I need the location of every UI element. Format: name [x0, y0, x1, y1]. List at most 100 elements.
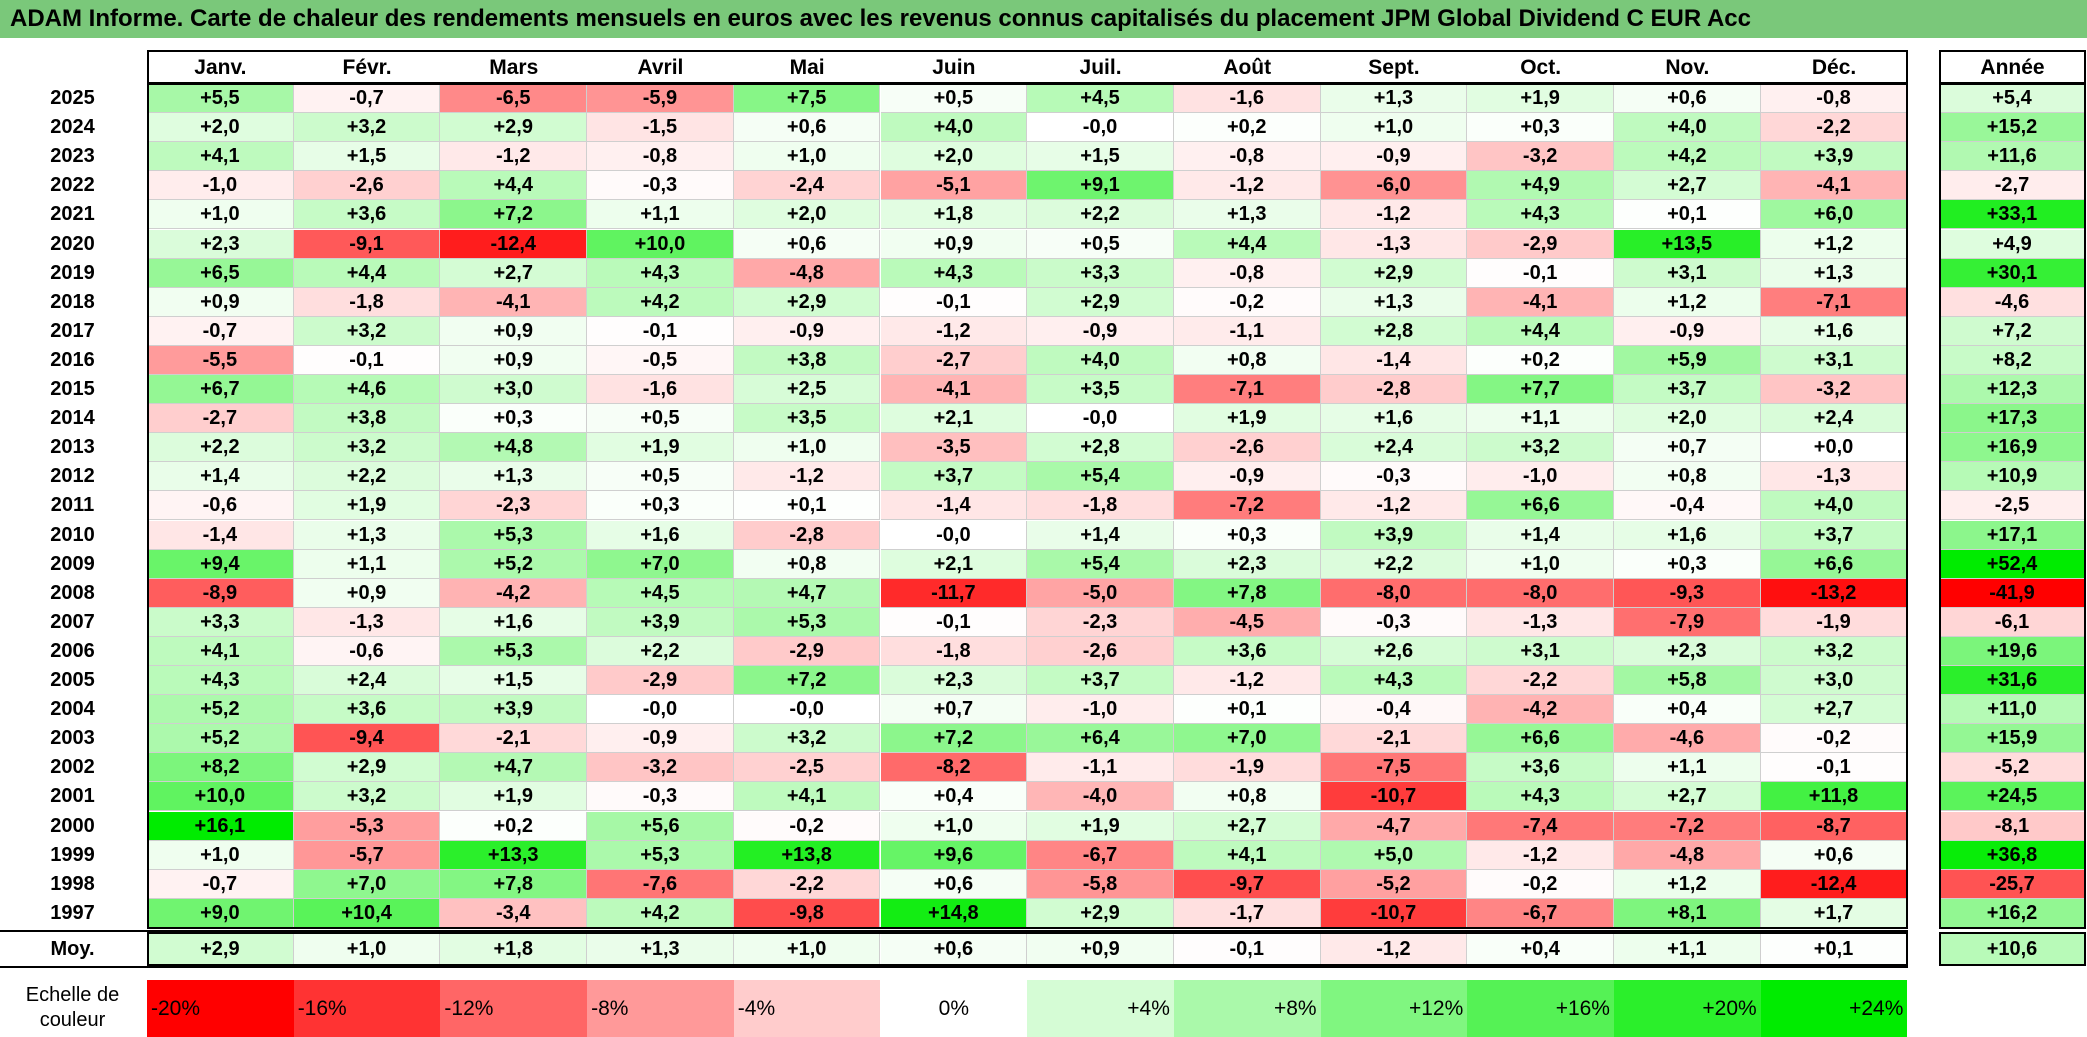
color-scale-stop: -8% — [587, 980, 734, 1037]
heatmap-cell: +4,9 — [1467, 171, 1614, 201]
heatmap-cell: -1,0 — [1027, 695, 1174, 725]
heatmap-cell: +5,3 — [587, 840, 734, 870]
heatmap-cell: +2,3 — [1614, 636, 1761, 666]
year-label: 2021 — [50, 203, 95, 226]
heatmap-cell: +13,3 — [440, 840, 588, 870]
month-header: Sept. — [1368, 56, 1420, 79]
heatmap-cell: -0,7 — [147, 869, 294, 899]
heatmap-cell: +2,1 — [880, 404, 1028, 434]
annual-cell: -8,1 — [1939, 811, 2086, 841]
heatmap-cell: -3,2 — [587, 753, 734, 783]
year-label: 2009 — [50, 552, 95, 575]
annual-cell: +15,2 — [1939, 113, 2086, 143]
heatmap-cell: +0,3 — [587, 491, 734, 521]
heatmap-cell: -4,1 — [1760, 171, 1908, 201]
heatmap-cell: -0,4 — [1320, 695, 1468, 725]
heatmap-cell: -2,6 — [293, 171, 441, 201]
heatmap-cell: -0,0 — [587, 695, 734, 725]
heatmap-cell: -1,8 — [1027, 491, 1174, 521]
month-header: Mars — [489, 56, 539, 79]
year-label: 2025 — [50, 87, 95, 109]
heatmap-cell: -3,2 — [1760, 375, 1908, 405]
heatmap-cell: +1,5 — [440, 666, 588, 696]
heatmap-cell: -1,9 — [1173, 753, 1321, 783]
heatmap-cell: +0,6 — [880, 869, 1028, 899]
annual-cell: +10,9 — [1939, 462, 2086, 492]
heatmap-cell: +0,9 — [880, 229, 1028, 259]
annual-cell: -4,6 — [1939, 287, 2086, 317]
annual-cell: +5,4 — [1939, 84, 2086, 114]
heatmap-cell: -6,0 — [1320, 171, 1468, 201]
heatmap-cell: -4,2 — [1467, 695, 1614, 725]
heatmap-cell: -5,5 — [147, 345, 294, 375]
heatmap-cell: +1,5 — [1027, 142, 1174, 172]
heatmap-cell: +4,7 — [733, 578, 881, 608]
heatmap-cell: +2,8 — [1027, 433, 1174, 463]
heatmap-cell: -5,8 — [1027, 869, 1174, 899]
heatmap-cell: -7,2 — [1173, 491, 1321, 521]
heatmap-cell: +5,4 — [1027, 462, 1174, 492]
heatmap-cell: +2,9 — [1027, 287, 1174, 317]
average-cell: +1,0 — [293, 932, 441, 965]
heatmap-cell: +2,0 — [147, 113, 294, 143]
year-label: 2012 — [50, 465, 95, 488]
heatmap-cell: +14,8 — [880, 898, 1028, 928]
color-scale-stop: -16% — [293, 980, 441, 1037]
heatmap-cell: -1,5 — [587, 113, 734, 143]
year-label: 2013 — [50, 436, 95, 459]
heatmap-cell: -4,8 — [733, 258, 881, 288]
heatmap-cell: -2,6 — [1173, 433, 1321, 463]
heatmap-cell: +5,8 — [1614, 666, 1761, 696]
heatmap-cell: +2,3 — [880, 666, 1028, 696]
year-label: 2018 — [50, 290, 95, 313]
annual-cell: +4,9 — [1939, 229, 2086, 259]
heatmap-cell: +3,2 — [293, 316, 441, 346]
heatmap-cell: +3,3 — [147, 607, 294, 637]
annual-cell: +36,8 — [1939, 840, 2086, 870]
heatmap-cell: +1,0 — [880, 811, 1028, 841]
annual-cell: +24,5 — [1939, 782, 2086, 812]
heatmap-cell: +10,0 — [587, 229, 734, 259]
heatmap-cell: -1,4 — [1320, 345, 1468, 375]
heatmap-cell: +5,2 — [147, 695, 294, 725]
heatmap-cell: +7,0 — [587, 549, 734, 579]
heatmap-cell: -9,7 — [1173, 869, 1321, 899]
heatmap-cell: +1,0 — [1467, 549, 1614, 579]
heatmap-cell: +3,8 — [733, 345, 881, 375]
heatmap-cell: -0,3 — [1320, 462, 1468, 492]
heatmap-cell: +0,5 — [880, 84, 1028, 114]
heatmap-cell: -1,2 — [880, 316, 1028, 346]
heatmap-cell: -1,2 — [733, 462, 881, 492]
heatmap-cell: +1,6 — [440, 607, 588, 637]
heatmap-cell: +7,8 — [1173, 578, 1321, 608]
heatmap-cell: -5,1 — [880, 171, 1028, 201]
heatmap-cell: +2,9 — [440, 113, 588, 143]
heatmap-cell: -7,1 — [1760, 287, 1908, 317]
heatmap-cell: +1,3 — [1320, 84, 1468, 114]
heatmap-cell: -2,4 — [733, 171, 881, 201]
heatmap-cell: -5,3 — [293, 811, 441, 841]
heatmap-cell: +3,7 — [1614, 375, 1761, 405]
heatmap-cell: +2,4 — [1320, 433, 1468, 463]
heatmap-cell: +0,2 — [1173, 113, 1321, 143]
heatmap-cell: +8,1 — [1614, 898, 1761, 928]
heatmap-cell: -0,1 — [1467, 258, 1614, 288]
heatmap-cell: +2,7 — [1760, 695, 1908, 725]
heatmap-cell: -0,1 — [880, 287, 1028, 317]
heatmap-cell: +0,5 — [587, 404, 734, 434]
heatmap-cell: +10,0 — [147, 782, 294, 812]
annual-cell: +17,3 — [1939, 404, 2086, 434]
heatmap-cell: -2,3 — [440, 491, 588, 521]
heatmap-cell: +4,3 — [880, 258, 1028, 288]
annual-average-cell: +10,6 — [1939, 932, 2086, 965]
heatmap-cell: +7,2 — [733, 666, 881, 696]
year-label: 2005 — [50, 669, 95, 691]
annual-cell: +11,6 — [1939, 142, 2086, 172]
heatmap-cell: -1,1 — [1173, 316, 1321, 346]
heatmap-cell: +1,3 — [1760, 258, 1908, 288]
heatmap-cell: +2,9 — [1320, 258, 1468, 288]
heatmap-cell: +4,4 — [1467, 316, 1614, 346]
month-header: Févr. — [342, 56, 392, 79]
month-header: Mai — [789, 56, 825, 79]
